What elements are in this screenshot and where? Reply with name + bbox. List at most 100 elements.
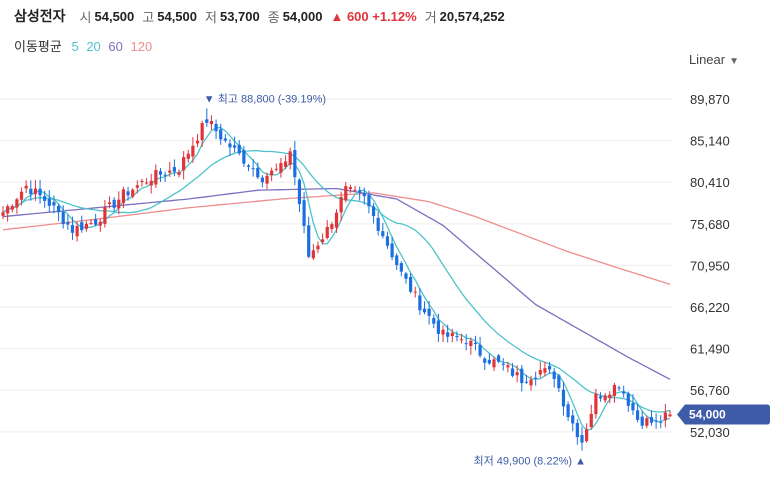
candles — [1, 108, 672, 451]
candle — [15, 197, 19, 214]
candle — [455, 331, 459, 342]
candle-body — [635, 410, 640, 420]
candle — [566, 401, 570, 422]
candle — [561, 381, 566, 416]
candle-body — [209, 120, 214, 125]
candle-body — [575, 422, 579, 438]
candle — [279, 157, 283, 178]
candle-body — [302, 200, 306, 226]
candle — [52, 195, 56, 214]
candle — [654, 413, 658, 429]
candle-body — [321, 239, 325, 243]
candle — [135, 180, 139, 194]
candle-body — [149, 180, 153, 186]
candle-body — [344, 186, 348, 201]
ma-5-line — [2, 126, 671, 431]
candle-body — [61, 211, 65, 225]
candle — [270, 167, 274, 182]
candle-body — [617, 387, 621, 389]
candle — [622, 385, 626, 398]
moving-average-lines — [2, 126, 671, 431]
candle — [663, 404, 667, 428]
candle-body — [29, 188, 33, 195]
candle-body — [56, 205, 61, 213]
y-tick-label: 61,490 — [690, 342, 730, 357]
candle-body — [640, 416, 644, 426]
candle-body — [626, 393, 630, 406]
current-price-tag: 54,000 — [677, 404, 770, 425]
scale-dropdown[interactable]: Linear ▼ — [689, 52, 739, 67]
candle — [580, 427, 584, 451]
candle-body — [589, 413, 593, 428]
candle — [557, 374, 561, 393]
candle — [399, 261, 403, 277]
candle-body — [649, 417, 654, 423]
candle — [552, 367, 556, 388]
candle-body — [469, 340, 473, 347]
candle — [121, 186, 126, 209]
candle-body — [585, 429, 589, 442]
candle-body — [251, 168, 255, 170]
candle-body — [334, 212, 339, 228]
candle — [510, 363, 515, 378]
candle — [43, 190, 47, 208]
candle-body — [538, 370, 542, 375]
candle — [446, 324, 450, 343]
candle-body — [10, 206, 14, 210]
candle — [103, 200, 107, 228]
candle-body — [436, 320, 441, 334]
candle-body — [381, 231, 385, 237]
grid-lines — [0, 98, 672, 433]
candle — [75, 221, 79, 242]
candle — [339, 191, 343, 222]
candle — [209, 115, 214, 130]
candle-body — [98, 221, 102, 226]
candle-body — [399, 263, 403, 272]
candle-body — [200, 123, 204, 141]
candle-body — [307, 225, 311, 257]
candle — [334, 209, 339, 233]
candle-body — [571, 415, 575, 424]
candle-body — [265, 175, 269, 184]
candle-body — [497, 355, 501, 362]
candle — [126, 186, 130, 201]
candle-body — [24, 185, 28, 189]
candle-body — [510, 368, 515, 376]
candle-body — [256, 167, 260, 178]
candle-body — [385, 236, 390, 246]
candle-body — [446, 332, 450, 337]
y-tick-label: 66,220 — [690, 300, 730, 315]
candle — [214, 119, 218, 140]
candle — [330, 221, 334, 233]
candle — [362, 187, 366, 205]
candle-body — [140, 180, 144, 183]
close-label: 종 — [267, 9, 280, 25]
candle — [635, 404, 640, 423]
ma-20-label[interactable]: 20 — [86, 39, 101, 54]
ma-60-label[interactable]: 60 — [108, 39, 123, 54]
candle-body — [182, 157, 186, 171]
close-value: 54,000 — [282, 8, 323, 24]
y-tick-label: 75,680 — [690, 217, 730, 232]
candle — [195, 133, 200, 147]
candle — [293, 141, 297, 186]
ma-120-label[interactable]: 120 — [130, 39, 153, 54]
candle — [464, 334, 468, 351]
candle-body — [283, 161, 288, 167]
candle-body — [325, 227, 329, 238]
candle — [237, 139, 241, 156]
candle-body — [103, 207, 107, 224]
candle — [524, 374, 529, 384]
candle — [404, 272, 408, 284]
candle — [205, 108, 209, 127]
candle-body — [237, 144, 241, 154]
candle-body — [348, 187, 352, 189]
candle — [529, 375, 533, 391]
candle-body — [195, 140, 200, 144]
candle — [84, 221, 88, 232]
candle-body — [80, 222, 84, 231]
candle — [645, 416, 649, 429]
ma-5-label[interactable]: 5 — [71, 39, 79, 54]
y-axis-ticks: 89,870 85,140 80,410 75,680 70,950 66,220 61,4… — [690, 92, 730, 440]
